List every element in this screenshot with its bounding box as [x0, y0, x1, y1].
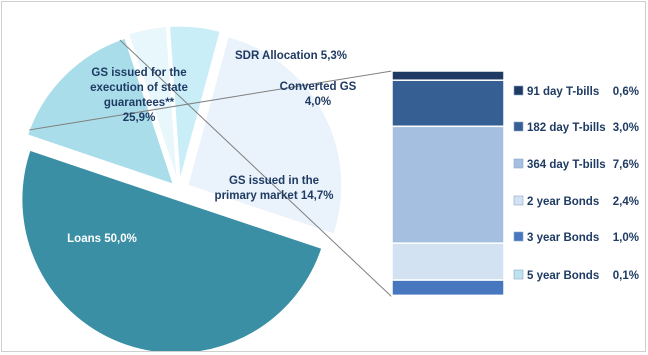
- bar-segment-3-year-bonds: [391, 279, 505, 297]
- legend-swatch: [513, 85, 524, 96]
- pie-slice-loans-50-0: [21, 149, 323, 351]
- legend-item-3-year-bonds: 3 year Bonds 1,0%: [513, 231, 639, 244]
- legend-value: 3,0%: [613, 122, 639, 134]
- legend-label: 364 day T-bills: [527, 159, 606, 171]
- legend-value: 2,4%: [613, 196, 639, 208]
- pie-chart: [21, 25, 343, 351]
- legend-swatch: [513, 269, 524, 280]
- legend-item-182-day-t-bills: 182 day T-bills 3,0%: [513, 121, 639, 134]
- legend-value: 0,6%: [613, 86, 639, 98]
- chart-canvas: Loans 50,0% GS issued in the primary marke…: [21, 25, 639, 351]
- pie-label-sdr-allocation-5-3: SDR Allocation 5,3%: [235, 50, 347, 62]
- pie-slice-converted-gs-4-0: [127, 25, 178, 181]
- legend-label: 3 year Bonds: [527, 232, 599, 244]
- pie-label-loans-50-0: Loans 50,0%: [67, 233, 137, 245]
- connector-line-bottom: [119, 39, 393, 298]
- legend-item-91-day-t-bills: 91 day T-bills 0,6%: [513, 85, 639, 98]
- bar-segment-182-day-t-bills: [391, 79, 505, 128]
- bar-segment-2-year-bonds: [391, 242, 505, 281]
- legend-label: 182 day T-bills: [527, 122, 606, 134]
- bar-segment-5-year-bonds: [391, 294, 505, 298]
- pie-slice-gs-issued-for-the-execution-of-state-guarantees-25-9: [187, 35, 343, 235]
- legend-value: 1,0%: [613, 232, 639, 244]
- legend-value: 7,6%: [613, 159, 639, 171]
- legend-item-364-day-t-bills: 364 day T-bills 7,6%: [513, 158, 639, 171]
- pie-label-gs-issued-for-the-execution-of-state-guarantees-25-9: GS issued for the execution of state guara…: [90, 67, 188, 124]
- bar-segment-91-day-t-bills: [391, 70, 505, 81]
- pie-label-converted-gs-4-0: Converted GS 4,0%: [280, 81, 357, 108]
- legend-value: 0,1%: [613, 270, 639, 282]
- legend-swatch: [513, 158, 524, 169]
- legend-item-2-year-bonds: 2 year Bonds 2,4%: [513, 195, 639, 208]
- connector-lines: [29, 39, 393, 298]
- data-labels: Loans 50,0% GS issued in the primary marke…: [67, 50, 357, 245]
- pie-slice-gs-issued-in-the-primary-market-14-7: [26, 37, 175, 186]
- bar-segment-364-day-t-bills: [391, 125, 505, 244]
- legend: 91 day T-bills 0,6% 182 day T-bills 3,0% 364…: [513, 85, 639, 282]
- legend-label: 91 day T-bills: [527, 86, 599, 98]
- legend-label: 2 year Bonds: [527, 196, 599, 208]
- legend-item-5-year-bonds: 5 year Bonds 0,1%: [513, 269, 639, 282]
- legend-label: 5 year Bonds: [527, 270, 599, 282]
- stacked-bar: [391, 70, 505, 298]
- connector-line-top: [29, 70, 393, 131]
- legend-swatch: [513, 231, 524, 242]
- pie-label-gs-issued-in-the-primary-market-14-7: GS issued in the primary market 14,7%: [215, 175, 334, 202]
- legend-swatch: [513, 121, 524, 132]
- legend-swatch: [513, 195, 524, 206]
